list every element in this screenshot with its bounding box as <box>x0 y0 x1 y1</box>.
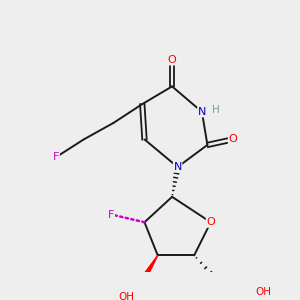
Text: F: F <box>53 152 59 162</box>
Text: O: O <box>168 55 176 65</box>
Text: N: N <box>198 107 206 117</box>
Text: OH: OH <box>119 292 135 300</box>
Polygon shape <box>132 255 158 294</box>
Text: N: N <box>173 162 182 172</box>
Text: OH: OH <box>256 287 272 297</box>
Text: O: O <box>206 217 215 227</box>
Text: F: F <box>108 209 115 220</box>
Text: O: O <box>228 134 237 144</box>
Text: H: H <box>212 105 220 115</box>
